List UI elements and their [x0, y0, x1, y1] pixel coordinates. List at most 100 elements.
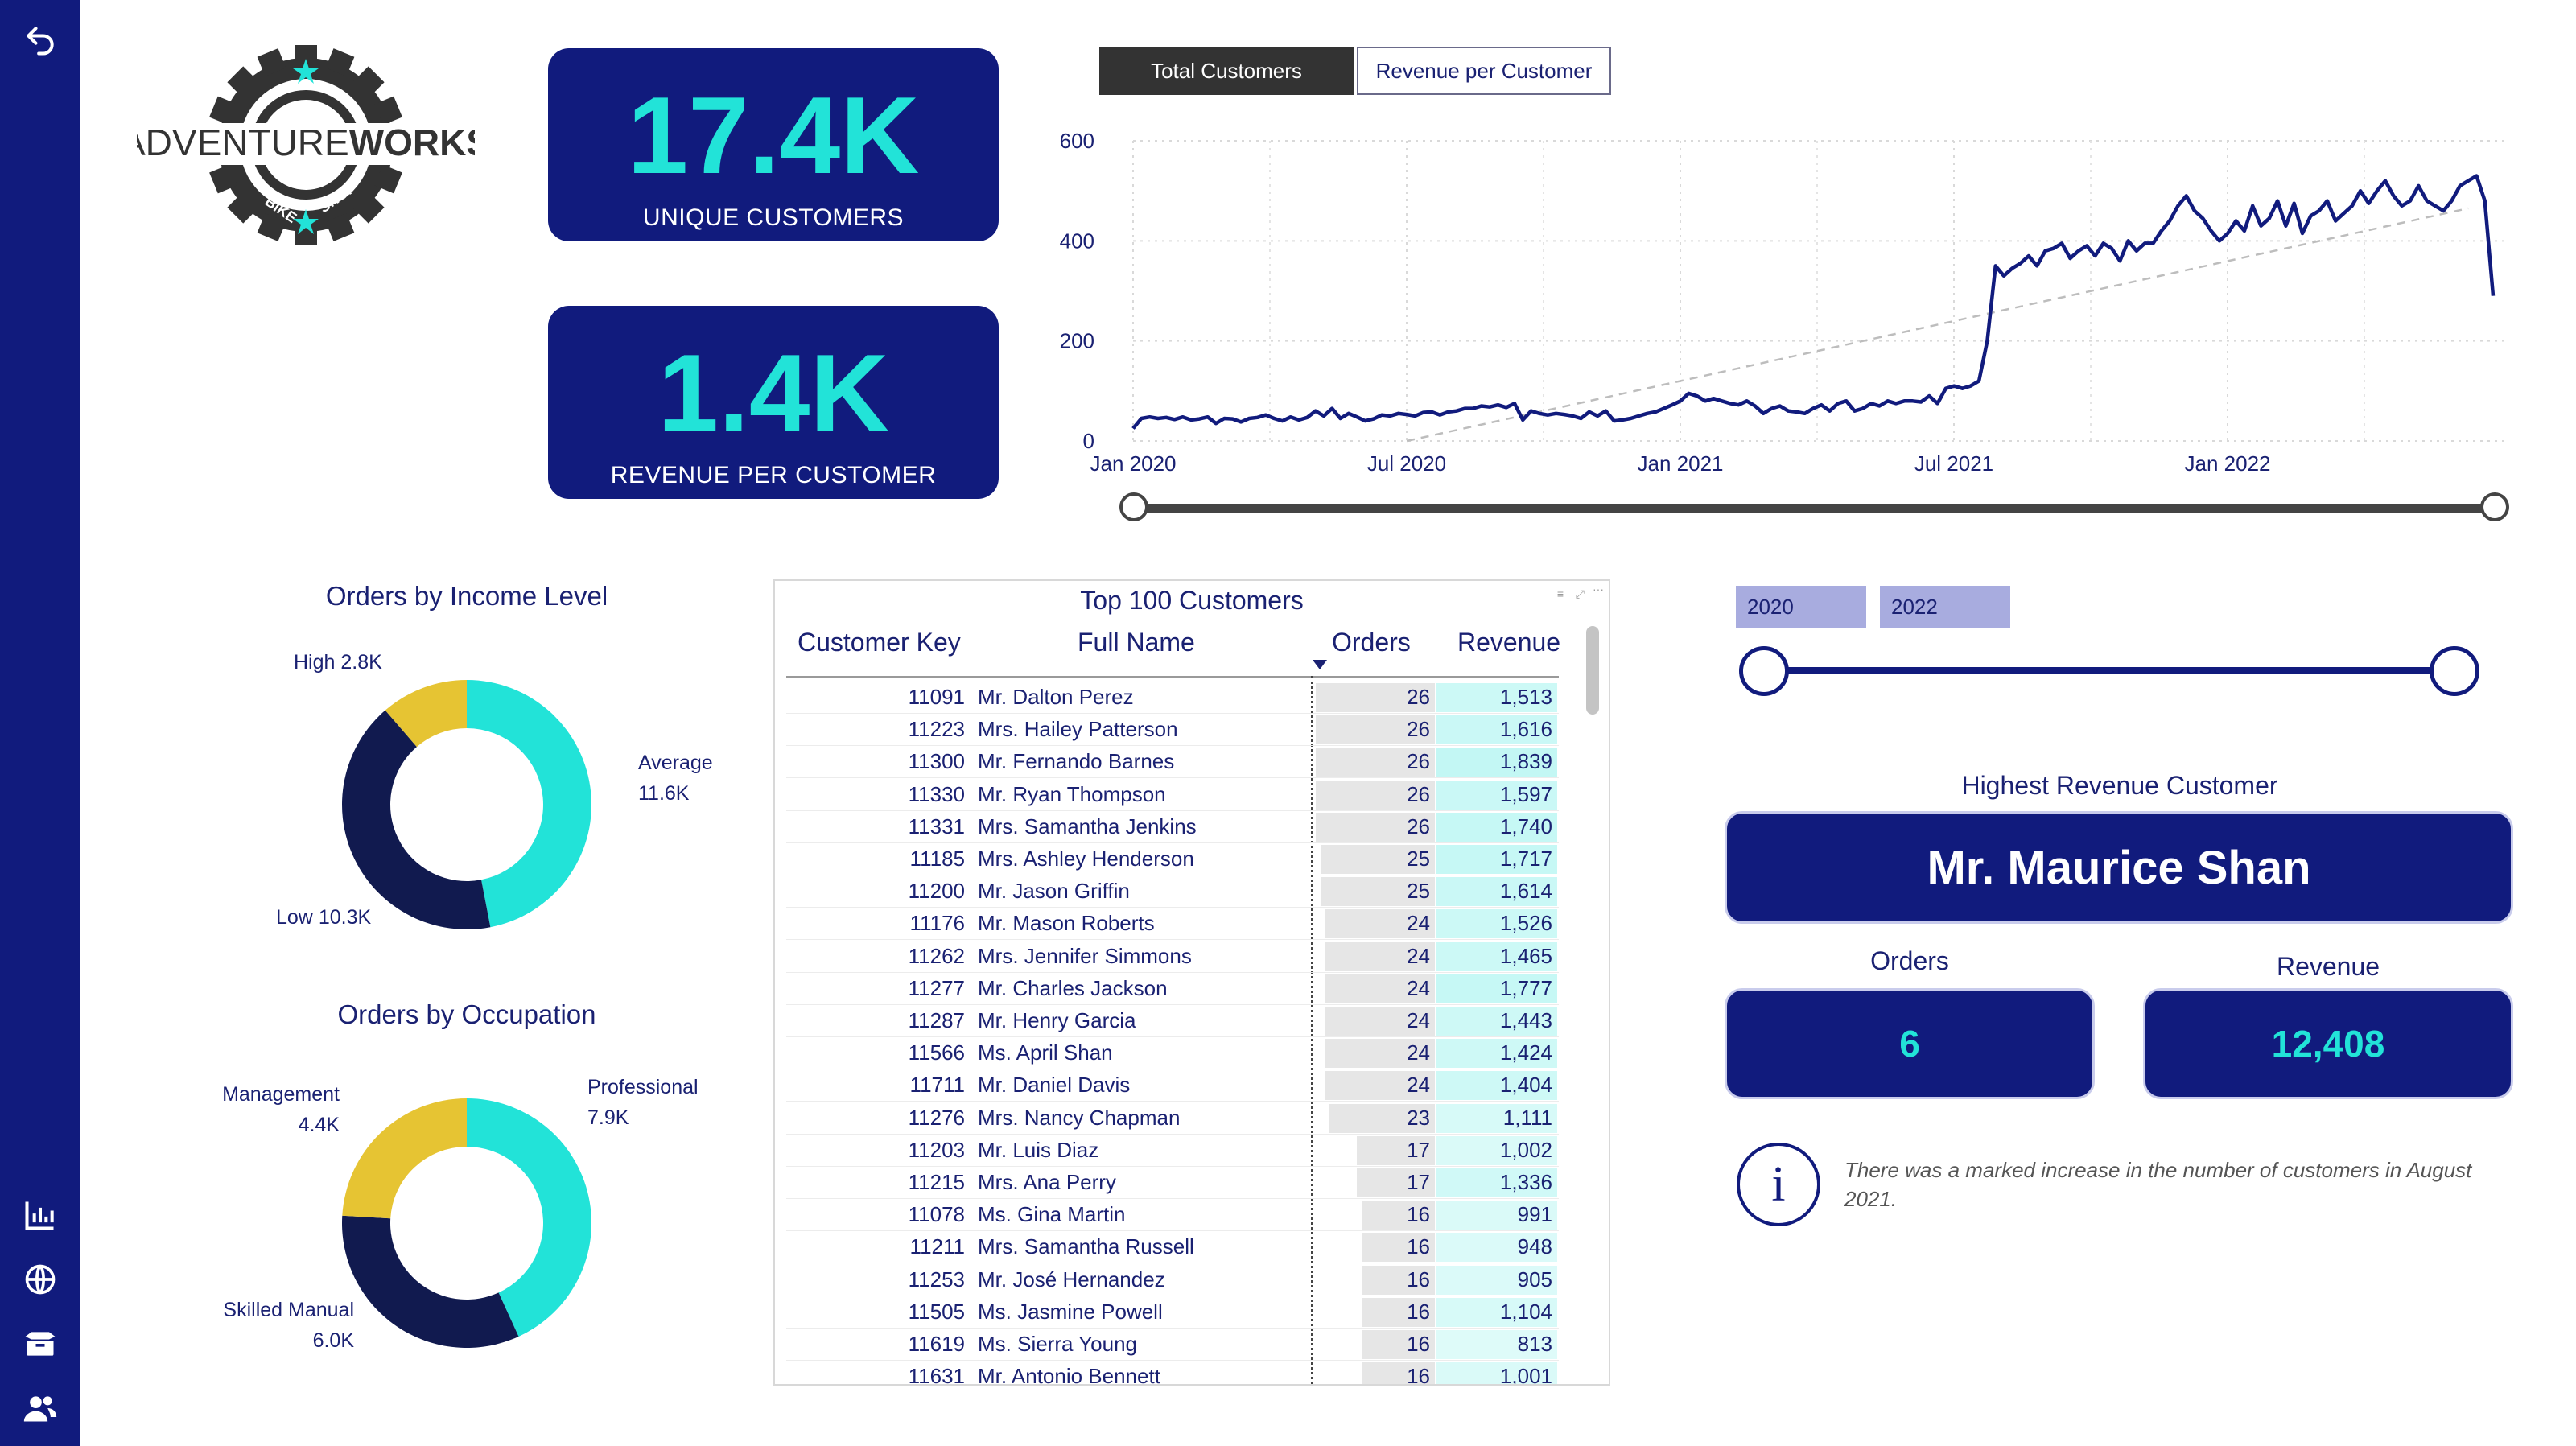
orders-bar: [1321, 845, 1435, 874]
back-arrow-icon[interactable]: [20, 20, 60, 60]
col-customer-key[interactable]: Customer Key: [798, 628, 961, 657]
income-donut: [342, 680, 591, 929]
cell-customer-key: 11091: [908, 685, 965, 709]
box-icon[interactable]: [20, 1324, 60, 1364]
revenue-cell-bg: [1436, 1362, 1557, 1384]
table-row[interactable]: 11300 Mr. Fernando Barnes 26 1,839: [786, 746, 1559, 779]
donut-slice-high[interactable]: [385, 680, 467, 748]
col-full-name[interactable]: Full Name: [1078, 628, 1195, 657]
table-row[interactable]: 11566 Ms. April Shan 24 1,424: [786, 1037, 1559, 1070]
cell-orders: 16: [1407, 1299, 1430, 1324]
cell-revenue: 1,740: [1499, 814, 1552, 838]
revenue-cell-bg: [1436, 1330, 1557, 1359]
cell-full-name: Mr. Antonio Bennett: [978, 1364, 1160, 1386]
table-row[interactable]: 11276 Mrs. Nancy Chapman 23 1,111: [786, 1102, 1559, 1135]
orders-bar: [1325, 974, 1435, 1003]
date-slider-start-handle[interactable]: [1119, 492, 1148, 521]
cell-orders: 24: [1407, 1073, 1430, 1098]
cell-orders: 23: [1407, 1105, 1430, 1130]
table-row[interactable]: 11331 Mrs. Samantha Jenkins 26 1,740: [786, 811, 1559, 843]
cell-full-name: Mr. Dalton Perez: [978, 685, 1134, 709]
filter-icon[interactable]: ≡: [1556, 587, 1564, 600]
table-row[interactable]: 11078 Ms. Gina Martin 16 991: [786, 1199, 1559, 1232]
donut-slice-management[interactable]: [342, 1098, 467, 1219]
table-row[interactable]: 11185 Mrs. Ashley Henderson 25 1,717: [786, 843, 1559, 875]
year-start-box[interactable]: 2020: [1736, 586, 1866, 628]
column-divider: [1311, 676, 1313, 1384]
revenue-cell-bg: [1436, 1007, 1557, 1036]
table-row[interactable]: 11631 Mr. Antonio Bennett 16 1,001: [786, 1361, 1559, 1386]
more-options-icon[interactable]: ···: [1593, 583, 1604, 595]
bar-chart-icon[interactable]: [20, 1195, 60, 1235]
cell-full-name: Mr. Jason Griffin: [978, 879, 1130, 904]
cell-revenue: 991: [1517, 1202, 1552, 1227]
revenue-per-customer-button[interactable]: Revenue per Customer: [1357, 47, 1611, 95]
sort-desc-icon[interactable]: [1313, 660, 1327, 669]
table-row[interactable]: 11176 Mr. Mason Roberts 24 1,526: [786, 908, 1559, 941]
cell-full-name: Ms. Gina Martin: [978, 1202, 1126, 1227]
donut-slice-skilled-manual[interactable]: [342, 1215, 519, 1348]
people-icon[interactable]: [20, 1388, 60, 1428]
orders-card: 6: [1725, 988, 2095, 1099]
cell-revenue: 1,001: [1499, 1364, 1552, 1386]
total-customers-button[interactable]: Total Customers: [1099, 47, 1354, 95]
table-row[interactable]: 11330 Mr. Ryan Thompson 26 1,597: [786, 779, 1559, 811]
year-end-box[interactable]: 2022: [1880, 586, 2010, 628]
year-slider-start-handle[interactable]: [1739, 646, 1789, 696]
year-slider-track[interactable]: [1764, 667, 2453, 674]
table-row[interactable]: 11619 Ms. Sierra Young 16 813: [786, 1329, 1559, 1361]
table-row[interactable]: 11215 Mrs. Ana Perry 17 1,336: [786, 1167, 1559, 1199]
cell-revenue: 948: [1517, 1234, 1552, 1259]
cell-customer-key: 11185: [909, 847, 965, 871]
donut-slice-professional[interactable]: [467, 1098, 591, 1337]
occupation-label-skilled-manual: Skilled Manual 6.0K: [223, 1299, 354, 1352]
cell-orders: 25: [1407, 847, 1430, 871]
table-row[interactable]: 11262 Mrs. Jennifer Simmons 24 1,465: [786, 941, 1559, 973]
table-row[interactable]: 11287 Mr. Henry Garcia 24 1,443: [786, 1005, 1559, 1037]
y-tick-label: 200: [1060, 329, 1094, 353]
table-scrollbar[interactable]: [1586, 626, 1599, 715]
date-slider-end-handle[interactable]: [2480, 492, 2509, 521]
table-row[interactable]: 11253 Mr. José Hernandez 16 905: [786, 1264, 1559, 1296]
col-orders[interactable]: Orders: [1332, 628, 1411, 657]
income-label-average: Average 11.6K: [638, 752, 713, 805]
revenue-per-customer-card: 1.4K REVENUE PER CUSTOMER: [548, 306, 999, 499]
x-tick-label: Jul 2020: [1367, 451, 1446, 476]
table-row[interactable]: 11091 Mr. Dalton Perez 26 1,513: [786, 682, 1559, 714]
y-tick-label: 600: [1060, 129, 1094, 153]
highest-customer-title: Highest Revenue Customer: [1961, 771, 2278, 800]
year-slider-end-handle[interactable]: [2430, 646, 2479, 696]
revenue-per-customer-label: REVENUE PER CUSTOMER: [610, 462, 937, 488]
donut-slice-low[interactable]: [342, 710, 491, 929]
orders-value: 6: [1899, 1023, 1920, 1065]
cell-orders: 17: [1407, 1137, 1430, 1162]
cell-customer-key: 11223: [908, 717, 965, 742]
cell-customer-key: 11176: [909, 911, 965, 936]
col-revenue[interactable]: Revenue: [1457, 628, 1561, 657]
globe-icon[interactable]: [20, 1259, 60, 1300]
income-chart-title: Orders by Income Level: [325, 581, 608, 611]
orders-bar: [1357, 1168, 1435, 1197]
cell-customer-key: 11505: [908, 1299, 965, 1324]
cell-orders: 25: [1407, 879, 1430, 904]
expand-icon[interactable]: ⤢: [1575, 587, 1585, 600]
orders-bar: [1325, 909, 1435, 939]
table-row[interactable]: 11277 Mr. Charles Jackson 24 1,777: [786, 973, 1559, 1005]
occupation-label-professional: Professional 7.9K: [587, 1076, 699, 1129]
cell-full-name: Mr. Luis Diaz: [978, 1137, 1099, 1162]
table-row[interactable]: 11211 Mrs. Samantha Russell 16 948: [786, 1231, 1559, 1264]
cell-customer-key: 11215: [908, 1170, 965, 1194]
table-row[interactable]: 11223 Mrs. Hailey Patterson 26 1,616: [786, 714, 1559, 747]
table-row[interactable]: 11200 Mr. Jason Griffin 25 1,614: [786, 875, 1559, 908]
donut-slice-average[interactable]: [467, 680, 591, 928]
occupation-label-management: Management 4.4K: [222, 1083, 340, 1136]
orders-bar: [1316, 780, 1435, 810]
cell-full-name: Ms. April Shan: [978, 1040, 1113, 1065]
orders-bar: [1325, 1071, 1435, 1101]
cell-orders: 24: [1407, 943, 1430, 968]
table-row[interactable]: 11711 Mr. Daniel Davis 24 1,404: [786, 1069, 1559, 1102]
table-row[interactable]: 11505 Ms. Jasmine Powell 16 1,104: [786, 1296, 1559, 1329]
date-slider-track[interactable]: [1135, 504, 2495, 513]
table-row[interactable]: 11203 Mr. Luis Diaz 17 1,002: [786, 1135, 1559, 1167]
